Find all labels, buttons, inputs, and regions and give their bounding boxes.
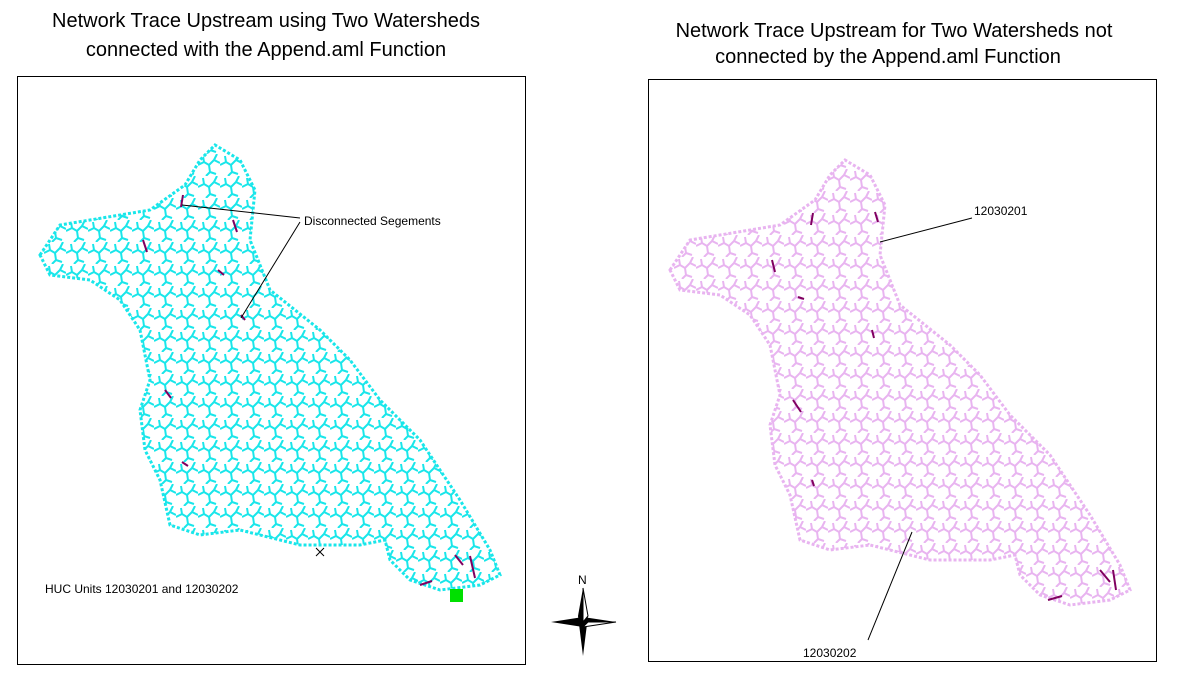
map-frame — [17, 76, 526, 665]
disconnected-segments — [771, 211, 1117, 601]
huc-label: 12030201 — [974, 204, 1028, 218]
disconnected-segments — [142, 194, 476, 586]
map-frame — [648, 79, 1157, 662]
watershed-network — [38, 143, 502, 592]
left-title: Network Trace Upstream using Two Watersh… — [52, 10, 480, 32]
north-label: N — [578, 573, 587, 587]
north-arrow: N — [551, 573, 617, 656]
right-title: connected by the Append.aml Function — [715, 46, 1061, 68]
watershed-network — [668, 158, 1132, 607]
segment-label: Disconnected Segements — [304, 214, 441, 228]
huc-caption: HUC Units 12030201 and 12030202 — [45, 582, 239, 596]
left-title: connected with the Append.aml Function — [86, 39, 446, 61]
outlet-marker — [450, 589, 463, 602]
right-title: Network Trace Upstream for Two Watershed… — [676, 20, 1113, 42]
huc-label: 12030202 — [803, 646, 857, 660]
leader-lines — [181, 204, 325, 557]
leader-lines — [867, 217, 973, 641]
